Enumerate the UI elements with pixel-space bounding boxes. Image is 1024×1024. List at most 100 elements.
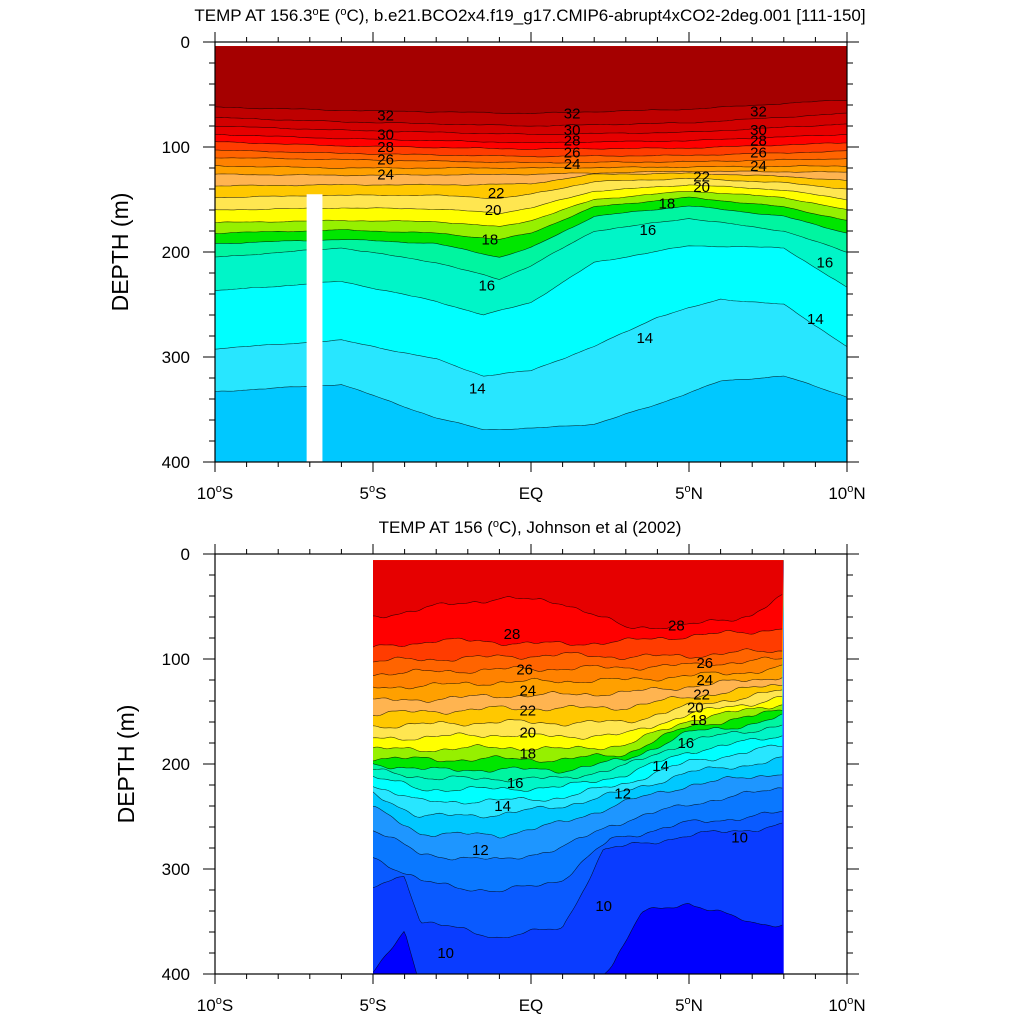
- contour-label: 12: [472, 842, 489, 859]
- isotherm-line: [373, 735, 783, 792]
- isotherm-line: [373, 696, 783, 741]
- contour-label: 14: [636, 330, 653, 347]
- isotherm-line: [373, 713, 783, 774]
- contour-label: 20: [687, 699, 704, 716]
- contour-label: 24: [564, 156, 581, 173]
- x-tick-label: 5oN: [675, 483, 703, 503]
- x-tick-label: 5oS: [360, 995, 387, 1015]
- contour-label: 14: [807, 311, 824, 328]
- lower-plot-axes: 10oS 5oS EQ 5oN 10oN 0 100 200 300 400 DEPTH (m): [113, 544, 866, 1015]
- contour-label: 18: [482, 231, 499, 248]
- y-tick-label: 400: [162, 965, 190, 984]
- contour-label: 22: [693, 168, 710, 185]
- isotherm-line: [215, 157, 847, 164]
- x-tick-label: 5oN: [675, 995, 703, 1015]
- isotherm-line: [373, 704, 783, 753]
- contour-label: 26: [516, 662, 533, 679]
- contour-label: 26: [564, 144, 581, 161]
- contour-label: 32: [564, 105, 581, 122]
- y-tick-label: 300: [162, 348, 190, 367]
- isotherm-line: [373, 724, 783, 783]
- contour-label: 18: [659, 196, 676, 213]
- y-tick-label: 0: [181, 33, 190, 52]
- isotherm-line: [373, 648, 783, 663]
- contour-label: 28: [504, 626, 521, 643]
- contour-label: 12: [614, 785, 631, 802]
- isotherm-line: [373, 744, 783, 805]
- contour-label: 16: [478, 278, 495, 295]
- contour-label: 30: [750, 122, 767, 139]
- y-tick-label: 100: [162, 650, 190, 669]
- missing-data-column: [306, 194, 323, 463]
- isotherm-line: [215, 149, 847, 158]
- contour-label: 10: [437, 945, 454, 962]
- isotherm-line: [373, 594, 783, 629]
- isotherm-line: [373, 822, 783, 939]
- x-tick-label: EQ: [519, 484, 544, 503]
- contour-label: 28: [377, 139, 394, 156]
- temperature-band: [215, 46, 847, 114]
- contour-label: 16: [677, 735, 694, 752]
- upper-plot-axes: 10oS 5oS EQ 5oN 10oN 0 100 200 300 400 DEPTH (m): [107, 32, 866, 503]
- contour-label: 28: [564, 133, 581, 150]
- contour-label: 14: [469, 381, 486, 398]
- upper-panel-title: TEMP AT 156.3oE (oC), b.e21.BCO2x4.f19_g…: [194, 6, 865, 25]
- contour-label: 24: [696, 672, 713, 689]
- y-tick-label: 0: [181, 545, 190, 564]
- isotherm-line: [215, 123, 847, 135]
- contour-label: 10: [731, 830, 748, 847]
- isotherm-line: [373, 774, 783, 839]
- contour-label: 32: [377, 108, 394, 125]
- contour-label: 20: [485, 202, 502, 219]
- isotherm-line: [373, 656, 783, 676]
- contour-label: 22: [693, 687, 710, 704]
- upper-contour-panel: TEMP AT 156.3oE (oC), b.e21.BCO2x4.f19_g…: [107, 6, 866, 503]
- isotherm-line: [373, 903, 783, 974]
- contour-label: 10: [595, 898, 612, 915]
- contour-label: 26: [377, 152, 394, 169]
- isotherm-line: [373, 787, 783, 861]
- isotherm-line: [373, 709, 783, 763]
- isotherm-line: [373, 689, 783, 729]
- contour-label: 32: [750, 103, 767, 120]
- contour-label: 16: [640, 222, 657, 239]
- isotherm-line: [373, 628, 783, 648]
- y-axis-title: DEPTH (m): [113, 705, 139, 824]
- isotherm-line: [215, 112, 847, 127]
- y-axis-title: DEPTH (m): [107, 193, 133, 312]
- contour-label: 30: [564, 122, 581, 139]
- contour-label: 26: [750, 144, 767, 161]
- isotherm-line: [215, 170, 847, 177]
- x-tick-label: 10oS: [197, 995, 233, 1015]
- contour-label: 20: [519, 725, 536, 742]
- isotherm-line: [215, 134, 847, 143]
- isotherm-line: [215, 172, 847, 187]
- isotherm-line: [373, 677, 783, 703]
- contour-label: 24: [750, 158, 767, 175]
- x-tick-label: 5oS: [360, 483, 387, 503]
- contour-label: 16: [817, 255, 834, 272]
- contour-label: 16: [507, 775, 524, 792]
- y-tick-label: 200: [162, 243, 190, 262]
- contour-label: 18: [690, 712, 707, 729]
- contour-label: 28: [668, 617, 685, 634]
- contour-label: 24: [377, 166, 394, 183]
- isotherm-line: [215, 165, 847, 169]
- contour-label: 22: [519, 703, 536, 720]
- isotherm-line: [373, 664, 783, 690]
- upper-plot-field: 3230282624222018161432302826242220181614…: [215, 46, 847, 463]
- isotherm-line: [215, 100, 847, 115]
- y-tick-label: 400: [162, 453, 190, 472]
- x-tick-label: 10oN: [828, 995, 865, 1015]
- isotherm-line: [373, 811, 783, 893]
- contour-label: 30: [377, 126, 394, 143]
- contour-label: 22: [488, 185, 505, 202]
- isotherm-line: [373, 684, 783, 717]
- isotherm-line: [373, 756, 783, 819]
- y-tick-label: 200: [162, 755, 190, 774]
- contour-label: 24: [519, 683, 536, 700]
- contour-label: 20: [693, 179, 710, 196]
- lower-panel-title: TEMP AT 156 (oC), Johnson et al (2002): [379, 518, 682, 537]
- x-tick-label: EQ: [519, 996, 544, 1015]
